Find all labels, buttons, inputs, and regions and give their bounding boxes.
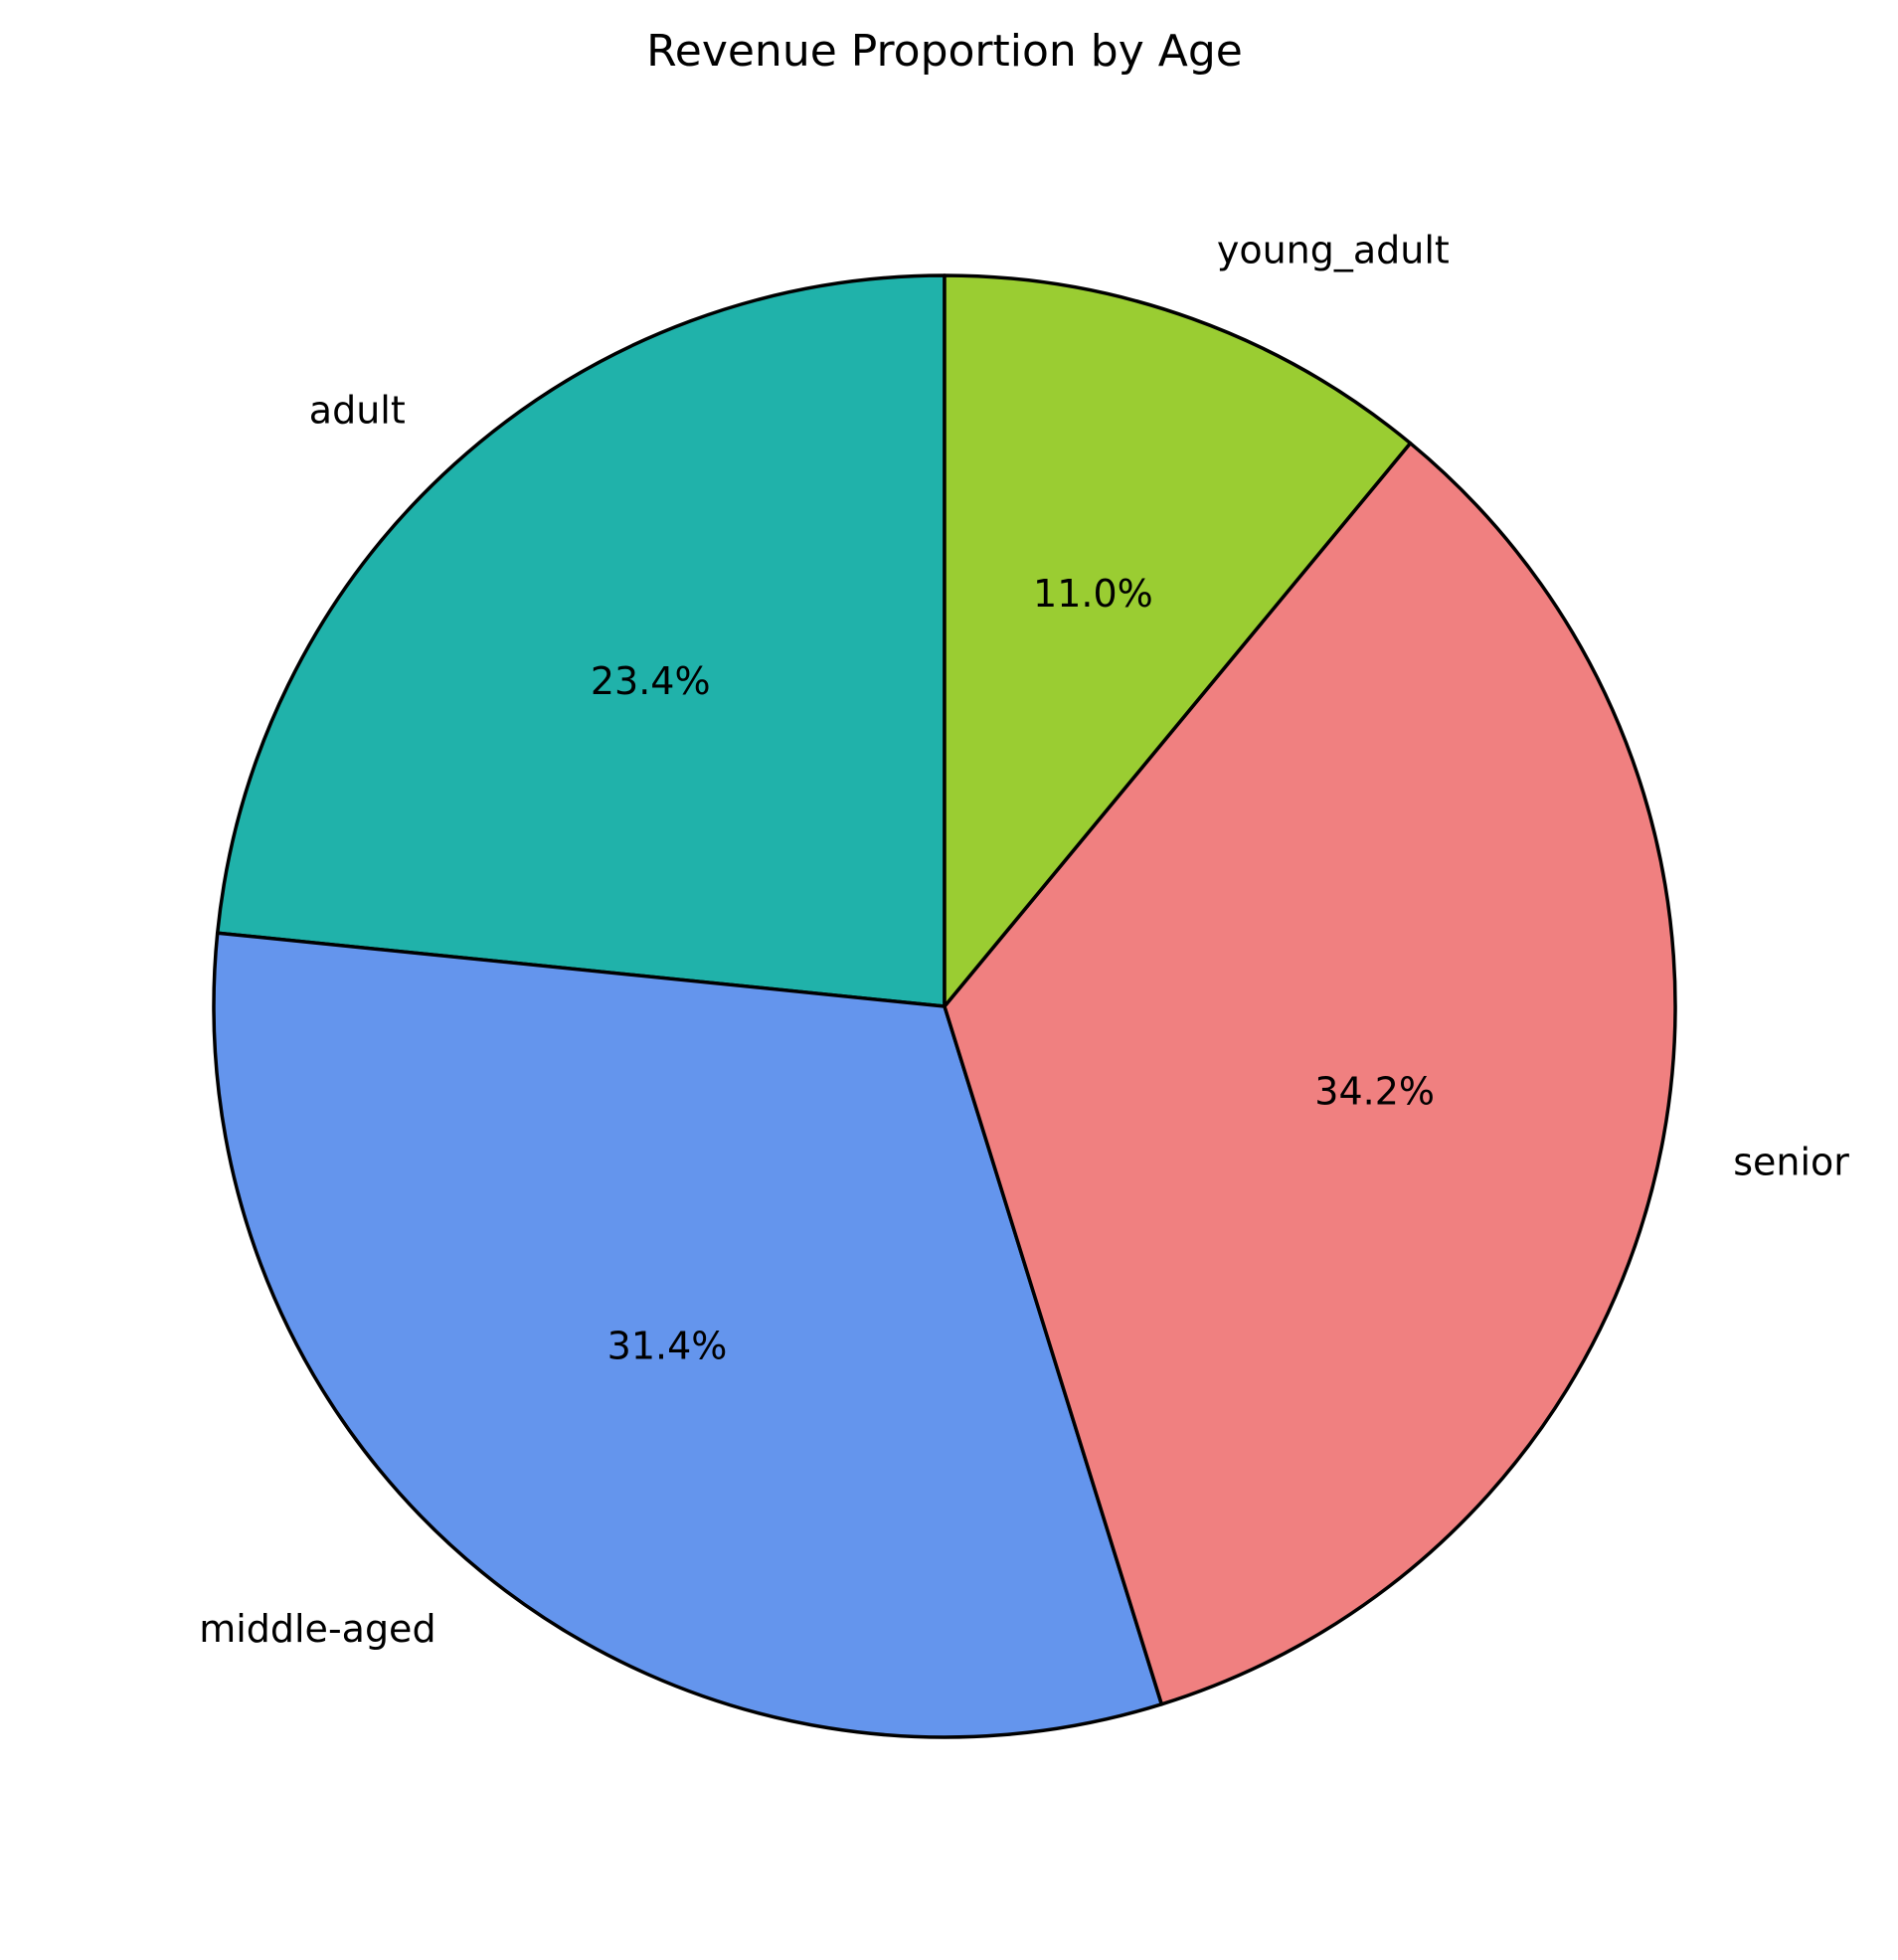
pct-label-young-adult: 11.0%	[1033, 572, 1153, 616]
slice-label-middle-aged: middle-aged	[199, 1607, 435, 1651]
pie-slice-adult	[215, 273, 947, 1008]
pie-labels: 23.4% adult 31.4% middle-aged 34.2% senior 11.…	[199, 228, 1849, 1651]
pie-slice-middle-aged	[212, 931, 1164, 1739]
pct-label-senior: 34.2%	[1314, 1069, 1435, 1113]
pct-label-adult: 23.4%	[591, 659, 711, 703]
slice-label-senior: senior	[1733, 1140, 1849, 1183]
pct-label-middle-aged: 31.4%	[607, 1325, 728, 1368]
chart-title: Revenue Proportion by Age	[646, 26, 1243, 77]
pie-slice-young-adult	[943, 273, 1413, 1008]
slice-label-adult: adult	[309, 388, 406, 432]
pie-slice-senior	[943, 441, 1677, 1706]
pie-slices	[212, 273, 1677, 1739]
slice-label-young-adult: young_adult	[1217, 228, 1450, 271]
